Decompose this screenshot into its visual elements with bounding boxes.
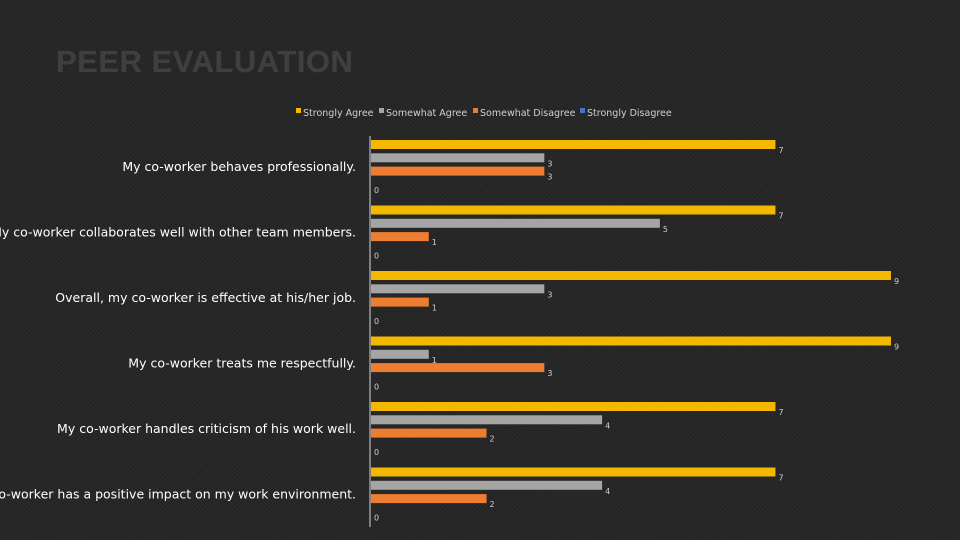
bar-somewhat-agree (371, 218, 660, 228)
data-label-somewhat-agree: 5 (663, 225, 668, 234)
data-label-somewhat-agree: 3 (547, 290, 552, 299)
legend-swatch-strongly-agree (296, 108, 301, 113)
data-label-somewhat-disagree: 2 (490, 435, 495, 444)
bar-somewhat-agree (371, 349, 429, 359)
data-label-strongly-agree: 7 (778, 146, 783, 155)
bar-somewhat-disagree (371, 297, 429, 307)
data-label-strongly-disagree: 0 (374, 186, 379, 195)
bar-somewhat-disagree (371, 363, 545, 373)
data-label-strongly-disagree: 0 (374, 317, 379, 326)
legend-swatch-somewhat-agree (379, 108, 384, 113)
data-label-strongly-agree: 7 (778, 474, 783, 483)
bar-somewhat-disagree (371, 232, 429, 242)
bar-strongly-agree (371, 467, 776, 477)
category-label: My co-worker treats me respectfully. (128, 356, 356, 371)
legend-label-somewhat-agree: Somewhat Agree (386, 108, 467, 119)
legend-label-strongly-agree: Strongly Agree (303, 108, 374, 119)
bar-strongly-agree (371, 140, 776, 149)
bar-somewhat-disagree (371, 494, 487, 504)
legend-swatch-strongly-disagree (580, 108, 585, 113)
data-label-somewhat-agree: 4 (605, 487, 610, 496)
bar-somewhat-agree (371, 480, 603, 490)
bar-strongly-agree (371, 205, 776, 215)
category-label: Overall, my co-worker is effective at hi… (55, 290, 356, 305)
data-label-strongly-agree: 9 (894, 343, 899, 352)
data-label-somewhat-disagree: 1 (432, 238, 437, 247)
data-label-strongly-disagree: 0 (374, 251, 379, 260)
data-label-somewhat-agree: 4 (605, 421, 610, 430)
category-label: My co-worker has a positive impact on my… (0, 487, 356, 502)
legend-label-strongly-disagree: Strongly Disagree (587, 108, 672, 119)
bar-somewhat-disagree (371, 166, 545, 176)
data-label-somewhat-agree: 3 (547, 159, 552, 168)
data-label-somewhat-disagree: 2 (490, 500, 495, 509)
category-label: My co-worker handles criticism of his wo… (57, 421, 356, 436)
data-label-somewhat-disagree: 3 (547, 173, 552, 182)
page-title: PEER EVALUATION (56, 44, 354, 79)
legend-swatch-somewhat-disagree (473, 108, 478, 113)
category-label: My co-worker collaborates well with othe… (0, 225, 356, 240)
data-label-somewhat-disagree: 3 (547, 369, 552, 378)
bar-somewhat-disagree (371, 428, 487, 438)
data-label-strongly-agree: 9 (894, 277, 899, 286)
bar-strongly-agree (371, 336, 891, 346)
bar-somewhat-agree (371, 415, 603, 425)
bar-somewhat-agree (371, 153, 545, 163)
data-label-strongly-agree: 7 (778, 408, 783, 417)
data-label-strongly-disagree: 0 (374, 382, 379, 391)
plot-area: My co-worker behaves professionally. 7 3 3 0… (0, 136, 899, 527)
data-label-strongly-agree: 7 (778, 212, 783, 221)
data-label-strongly-disagree: 0 (374, 448, 379, 457)
data-label-somewhat-agree: 1 (432, 356, 437, 365)
data-label-somewhat-disagree: 1 (432, 304, 437, 313)
data-label-strongly-disagree: 0 (374, 513, 379, 522)
bar-strongly-agree (371, 402, 776, 411)
category-label: My co-worker behaves professionally. (122, 159, 356, 174)
bar-somewhat-agree (371, 284, 545, 294)
legend-label-somewhat-disagree: Somewhat Disagree (480, 108, 576, 119)
bar-strongly-agree (371, 271, 891, 280)
chart-legend: Strongly Agree Somewhat Agree Somewhat Dis… (296, 108, 672, 119)
